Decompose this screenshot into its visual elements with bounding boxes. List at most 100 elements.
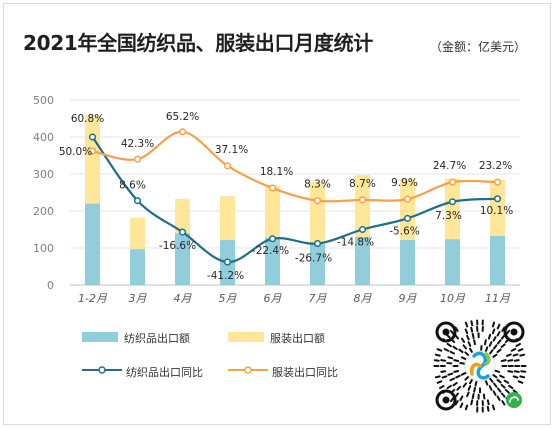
apparel-yoy-point [358, 196, 367, 204]
qr-module [470, 399, 474, 406]
qr-module [447, 356, 454, 360]
y-tick-label: 300 [33, 168, 54, 181]
bar-apparel [490, 179, 505, 236]
qr-module [446, 384, 452, 390]
apparel-yoy-point [403, 195, 412, 203]
apparel-yoy-line [92, 130, 498, 203]
x-tick-label: 3月 [129, 292, 148, 305]
textile-yoy-point [448, 198, 457, 206]
qr-module [501, 400, 506, 406]
qr-module [487, 333, 492, 340]
qr-module [486, 399, 490, 406]
qr-module [460, 356, 467, 361]
textile-yoy-point [358, 225, 367, 234]
qr-module [474, 380, 478, 387]
bar-apparel [310, 182, 325, 244]
qr-module [492, 336, 497, 342]
apparel-yoy-point [493, 178, 502, 186]
qr-finder-dot [442, 328, 450, 336]
qr-module [473, 339, 477, 346]
textile-yoy-point [178, 228, 187, 236]
qr-module [469, 347, 473, 354]
mini-program-qr-code-icon [433, 319, 527, 413]
qr-module [488, 349, 494, 355]
qr-logo-swirl [469, 362, 482, 376]
qr-module [491, 321, 496, 328]
bar-apparel [220, 196, 235, 240]
qr-module [504, 388, 510, 394]
qr-module [503, 379, 510, 384]
qr-module [492, 344, 498, 350]
legend-label-textile-line: 纺织品出口同比 [126, 366, 203, 379]
qr-module [517, 348, 524, 352]
qr-module [500, 359, 507, 363]
qr-module [491, 328, 496, 335]
textile-yoy-data-label: 60.8% [71, 113, 104, 125]
qr-module [441, 375, 448, 379]
qr-module [496, 323, 501, 330]
unit-note: （金额：亿美元） [430, 40, 527, 54]
qr-module [462, 344, 468, 350]
y-tick-label: 500 [33, 94, 54, 107]
qr-module [484, 346, 489, 353]
textile-yoy-data-label: -41.2% [207, 270, 244, 282]
qr-module [496, 331, 501, 337]
y-tick-labels: 0 100 200 300 400 500 [33, 94, 54, 292]
textile-yoy-data-label: -14.8% [337, 237, 374, 249]
qr-module [452, 381, 458, 387]
apparel-yoy-point [268, 184, 277, 192]
qr-module [446, 342, 452, 348]
apparel-yoy-data-label: 24.7% [433, 160, 466, 172]
qr-module [440, 359, 447, 362]
bar-textile [445, 239, 460, 285]
qr-module [520, 370, 527, 373]
qr-module [454, 392, 460, 398]
qr-module [458, 348, 464, 354]
qr-module [459, 395, 464, 401]
qr-module [499, 374, 505, 379]
apparel-yoy-data-label: 65.2% [166, 111, 199, 123]
qr-module [500, 343, 506, 349]
qr-module [464, 351, 470, 357]
qr-module [517, 380, 524, 384]
qr-module [454, 326, 459, 332]
legend-swatch-textile-line [82, 366, 122, 374]
qr-module [512, 353, 519, 357]
qr-module [462, 382, 468, 388]
qr-module [488, 385, 493, 391]
bar-textile [400, 239, 415, 285]
bar-textile [175, 233, 190, 285]
qr-logo-swirl [472, 351, 490, 380]
qr-module [449, 377, 456, 382]
x-tick-label: 1-2月 [78, 292, 108, 305]
x-tick-label: 8月 [354, 292, 373, 305]
data-label-layer: 60.8% 8.6% -16.6% -41.2% -22.4% -26.7% -14.8% -… [59, 111, 513, 282]
textile-yoy-point [313, 240, 322, 248]
qr-module [449, 329, 455, 335]
qr-module [452, 345, 458, 351]
x-tick-label: 4月 [174, 292, 193, 305]
bar-apparel [265, 185, 280, 238]
qr-module [500, 383, 506, 389]
line-layer [88, 128, 502, 266]
qr-module [455, 374, 461, 379]
qr-module [507, 359, 514, 362]
qr-module [494, 369, 501, 373]
textile-yoy-point [223, 258, 232, 266]
qr-module [459, 402, 464, 409]
qr-module [464, 375, 470, 381]
bar-apparel [85, 115, 100, 204]
qr-module [500, 334, 506, 340]
bar-textile [355, 236, 370, 285]
qr-module [496, 387, 502, 393]
textile-yoy-data-label: 10.1% [480, 205, 513, 217]
apparel-yoy-point [178, 128, 187, 136]
textile-yoy-line [91, 136, 498, 264]
qr-module [519, 375, 526, 379]
apparel-yoy-data-label: 8.3% [304, 179, 331, 191]
x-tick-label: 7月 [309, 292, 328, 305]
qr-module [454, 334, 460, 340]
qr-module [492, 390, 497, 396]
apparel-yoy-point [448, 178, 457, 186]
